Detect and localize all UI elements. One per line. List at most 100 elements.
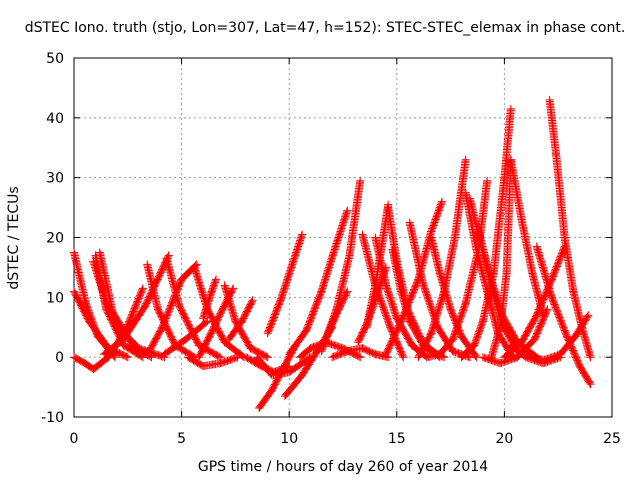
data-arc-15 bbox=[220, 281, 272, 362]
data-marker bbox=[246, 344, 272, 362]
x-tick-label: 15 bbox=[388, 431, 406, 447]
data-marker bbox=[545, 95, 560, 158]
data-marker bbox=[498, 311, 522, 347]
data-marker bbox=[448, 299, 470, 344]
data-marker bbox=[323, 305, 343, 338]
data-marker bbox=[119, 302, 149, 344]
data-marker bbox=[145, 323, 167, 356]
data-arc-10 bbox=[160, 317, 212, 359]
data-marker bbox=[263, 296, 285, 338]
data-arc-48 bbox=[506, 341, 565, 368]
data-marker bbox=[280, 371, 307, 401]
y-tick-label: 50 bbox=[46, 51, 64, 67]
data-marker bbox=[268, 365, 287, 395]
x-tick-label: 20 bbox=[495, 431, 513, 447]
data-marker bbox=[414, 329, 436, 362]
data-arc-14 bbox=[199, 275, 220, 323]
data-marker bbox=[255, 386, 276, 412]
tick-layer: 0 5 10 15 20 25 -10 0 10 20 30 40 50 bbox=[41, 51, 621, 447]
data-arc-2 bbox=[70, 287, 132, 362]
data-marker bbox=[532, 242, 556, 302]
data-marker bbox=[317, 239, 341, 296]
data-arc-40 bbox=[457, 104, 515, 362]
data-marker bbox=[184, 353, 208, 371]
data-marker bbox=[70, 287, 94, 326]
data-arc-17 bbox=[224, 296, 257, 344]
data-marker bbox=[89, 353, 113, 374]
y-tick-label: 10 bbox=[46, 290, 64, 306]
data-marker bbox=[489, 173, 509, 278]
data-marker bbox=[302, 287, 326, 335]
data-marker bbox=[252, 353, 276, 380]
data-marker bbox=[571, 311, 593, 341]
data-marker bbox=[470, 317, 487, 350]
data-marker bbox=[450, 155, 470, 242]
data-marker bbox=[220, 338, 248, 362]
data-marker bbox=[100, 335, 128, 359]
data-marker bbox=[85, 317, 113, 353]
data-marker bbox=[224, 317, 246, 344]
y-tick-label: -10 bbox=[41, 410, 64, 426]
data-marker bbox=[143, 260, 162, 314]
data-marker bbox=[506, 155, 526, 224]
x-tick-label: 10 bbox=[280, 431, 298, 447]
data-arc-12 bbox=[184, 353, 242, 371]
data-marker bbox=[371, 233, 390, 290]
chart-title: dSTEC Iono. truth (stjo, Lon=307, Lat=47… bbox=[25, 20, 626, 36]
data-arc-13 bbox=[194, 284, 238, 362]
data-marker bbox=[358, 344, 380, 359]
marker-layer bbox=[70, 95, 595, 412]
data-marker bbox=[285, 326, 311, 359]
data-marker bbox=[500, 104, 515, 182]
data-marker bbox=[427, 197, 446, 236]
data-marker bbox=[371, 350, 393, 362]
data-marker bbox=[276, 263, 296, 305]
data-marker bbox=[485, 269, 507, 320]
data-marker bbox=[296, 344, 315, 362]
y-tick-label: 30 bbox=[46, 171, 64, 187]
data-marker bbox=[397, 275, 423, 326]
x-tick-label: 0 bbox=[70, 431, 79, 447]
data-marker bbox=[517, 215, 537, 278]
data-marker bbox=[332, 206, 352, 248]
data-marker bbox=[194, 332, 214, 362]
data-marker bbox=[199, 287, 216, 323]
data-marker bbox=[560, 233, 578, 296]
data-marker bbox=[345, 176, 365, 260]
data-arc-47 bbox=[532, 242, 595, 389]
data-marker bbox=[517, 311, 541, 347]
data-marker bbox=[181, 317, 212, 344]
data-arc-21 bbox=[263, 230, 307, 338]
data-marker bbox=[70, 248, 90, 308]
data-arc-45 bbox=[545, 95, 595, 362]
data-marker bbox=[287, 230, 307, 272]
data-marker bbox=[382, 317, 406, 359]
y-tick-label: 40 bbox=[46, 111, 64, 127]
data-arc-41 bbox=[487, 155, 548, 362]
data-marker bbox=[435, 269, 455, 314]
y-tick-label: 20 bbox=[46, 231, 64, 247]
data-arc-22 bbox=[285, 206, 352, 359]
data-marker bbox=[216, 353, 242, 368]
x-axis-label: GPS time / hours of day 260 of year 2014 bbox=[198, 459, 488, 475]
data-marker bbox=[427, 233, 444, 278]
data-arc-35 bbox=[414, 155, 470, 362]
data-marker bbox=[457, 341, 479, 362]
data-marker bbox=[562, 332, 584, 371]
data-marker bbox=[435, 335, 457, 359]
data-marker bbox=[362, 281, 380, 332]
data-marker bbox=[205, 305, 227, 341]
y-tick-label: 0 bbox=[55, 350, 64, 366]
x-tick-label: 25 bbox=[603, 431, 621, 447]
data-arc-26 bbox=[328, 344, 393, 362]
data-marker bbox=[506, 341, 530, 362]
data-arc-25 bbox=[323, 287, 352, 338]
data-arc-23 bbox=[317, 176, 365, 356]
data-marker bbox=[160, 335, 190, 359]
data-marker bbox=[388, 245, 406, 296]
data-marker bbox=[162, 254, 184, 311]
data-marker bbox=[220, 281, 240, 326]
x-tick-label: 5 bbox=[177, 431, 186, 447]
